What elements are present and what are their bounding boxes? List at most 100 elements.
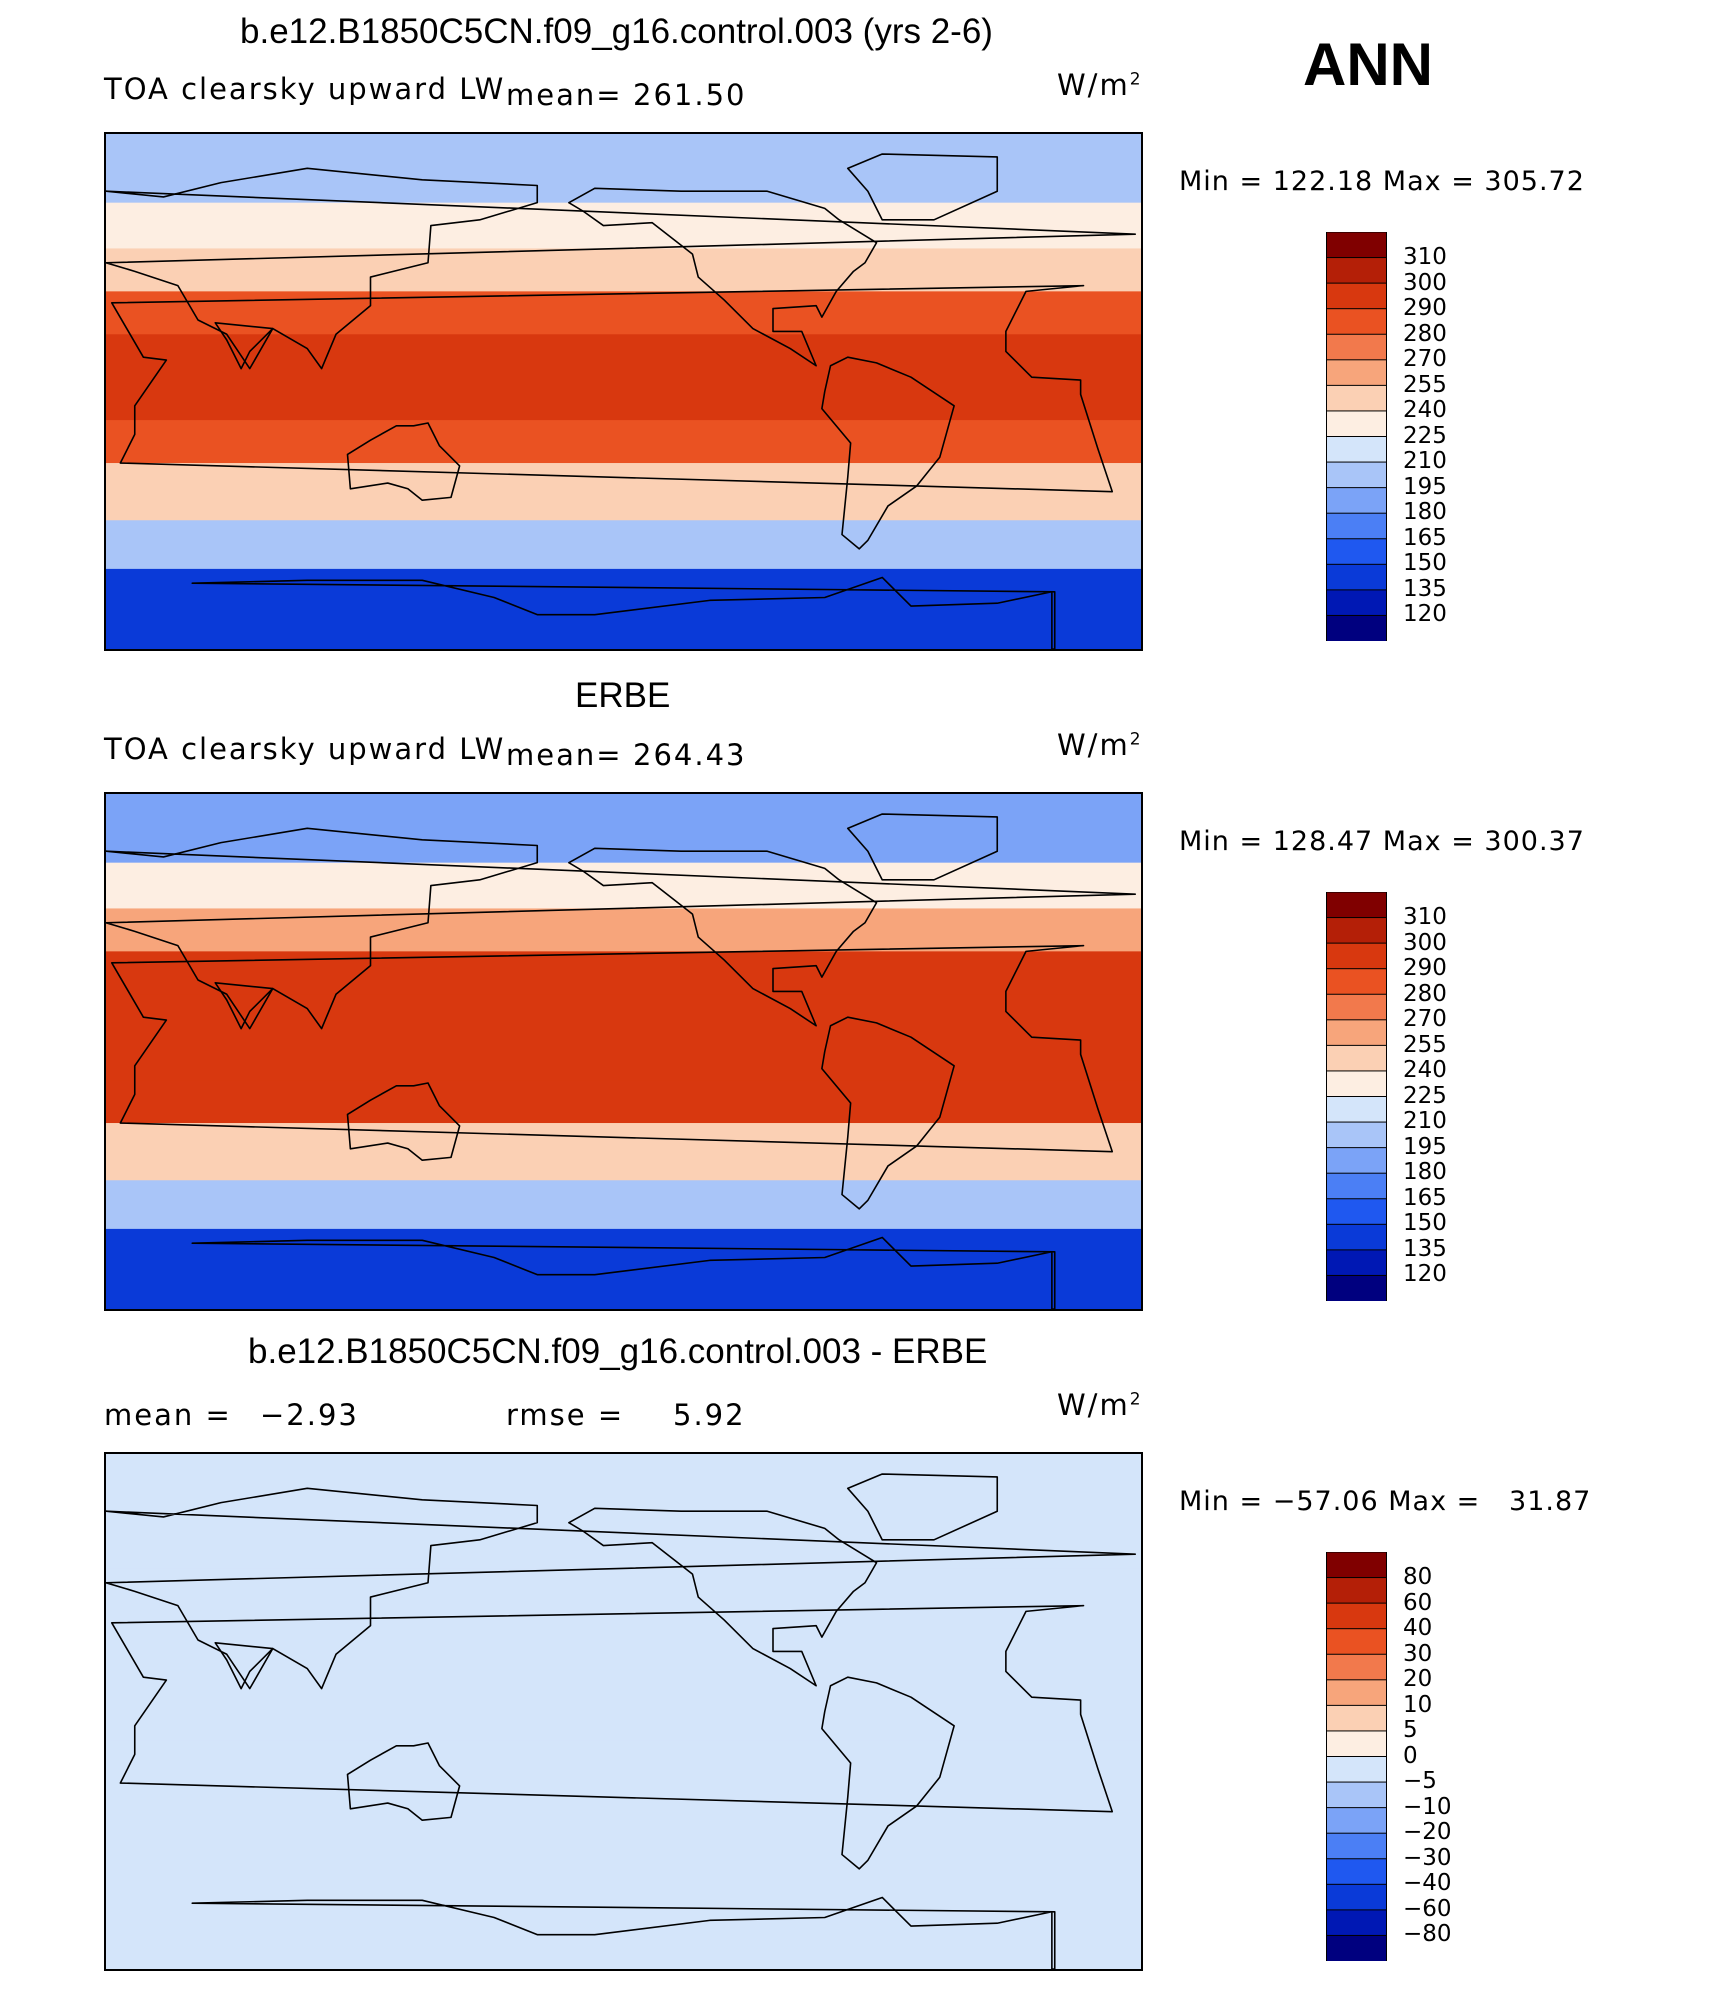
colorbar-swatch xyxy=(1326,1807,1387,1835)
map-svg xyxy=(106,1454,1141,1969)
colorbar-swatch xyxy=(1326,1858,1387,1886)
season-label: ANN xyxy=(1303,31,1433,98)
colorbar-swatch xyxy=(1326,436,1387,464)
coastline-greenland xyxy=(846,153,999,221)
coastline-india xyxy=(214,1642,274,1690)
panel-3-max-value: 31.87 xyxy=(1509,1486,1592,1517)
colorbar-swatch xyxy=(1326,232,1387,259)
coastline-greenland xyxy=(846,813,999,881)
panel-2-title: ERBE xyxy=(575,676,671,715)
panel-1-variable-label: TOA clearsky upward LW xyxy=(104,72,506,106)
panel-1-min-label: Min xyxy=(1179,166,1230,197)
colorbar-swatch xyxy=(1326,563,1387,591)
panel-1-max-label: Max xyxy=(1382,166,1442,197)
colorbar-tick-label: 290 xyxy=(1403,955,1447,981)
panel-2-min-value: 128.47 xyxy=(1272,826,1374,857)
zonal-band-polar-north xyxy=(106,134,1141,204)
coastline-antarctica xyxy=(191,576,1056,649)
coastline-greenland xyxy=(846,1473,999,1541)
panel-3-units: W/m2 xyxy=(1057,1388,1143,1422)
zonal-band-subtropics-south xyxy=(106,420,1141,465)
colorbar-swatch xyxy=(1326,1070,1387,1098)
zonal-band-polar-north xyxy=(106,794,1141,864)
zonal-band-subtropics-south xyxy=(106,1740,1141,1785)
panel-3-min-value: −57.06 xyxy=(1272,1486,1379,1517)
panel-3-map xyxy=(104,1452,1143,1971)
colorbar-tick-label: 120 xyxy=(1403,1261,1447,1287)
colorbar-tick-label: 135 xyxy=(1403,575,1447,602)
colorbar-tick-label: −10 xyxy=(1403,1793,1452,1820)
panel-3-min-label: Min xyxy=(1179,1486,1230,1517)
zonal-band-mid-south xyxy=(106,1123,1141,1182)
colorbar-swatch xyxy=(1326,1602,1387,1630)
zonal-band-subtropics-south xyxy=(106,1080,1141,1125)
colorbar-swatch xyxy=(1326,1704,1387,1732)
colorbar-tick-label: 310 xyxy=(1403,904,1447,930)
colorbar-swatch xyxy=(1326,1198,1387,1226)
colorbar-tick-label: 240 xyxy=(1403,1057,1447,1083)
colorbar-swatch xyxy=(1326,917,1387,945)
colorbar-swatch xyxy=(1326,333,1387,361)
coastline-samerica xyxy=(821,1016,955,1210)
colorbar-tick-label: 180 xyxy=(1403,1159,1447,1185)
colorbar-swatch xyxy=(1326,1577,1387,1605)
colorbar-swatch xyxy=(1326,1883,1387,1911)
colorbar-tick-label: 270 xyxy=(1403,346,1447,372)
panel-1-units: W/m2 xyxy=(1057,68,1143,102)
zonal-band-high-north xyxy=(106,862,1141,910)
coastline-africa xyxy=(110,284,1114,493)
colorbar-tick-label: 120 xyxy=(1403,601,1447,627)
coastline-namerica xyxy=(568,1507,878,1687)
colorbar-swatch xyxy=(1326,1628,1387,1656)
panel-3-minmax: Min = −57.06 Max = 31.87 xyxy=(1179,1486,1592,1517)
zonal-band-antarctica xyxy=(106,568,1141,649)
colorbar-swatch xyxy=(1326,410,1387,438)
colorbar-tick-label: 270 xyxy=(1403,1006,1447,1032)
colorbar-tick-label: 310 xyxy=(1403,244,1447,270)
zonal-band-antarctica xyxy=(106,1228,1141,1309)
zonal-band-mid-south xyxy=(106,1783,1141,1842)
colorbar-swatch xyxy=(1326,308,1387,336)
coastline-namerica xyxy=(568,187,878,367)
colorbar-swatch xyxy=(1326,1096,1387,1124)
colorbar-tick-label: 30 xyxy=(1403,1640,1433,1667)
colorbar-tick-label: 40 xyxy=(1403,1615,1433,1641)
panel-3-rmse-label: rmse = xyxy=(506,1398,625,1432)
panel-1-minmax: Min = 122.18 Max = 305.72 xyxy=(1179,166,1585,197)
panel-2-variable-label: TOA clearsky upward LW xyxy=(104,732,506,766)
zonal-band-tropics xyxy=(106,1654,1141,1742)
colorbar-tick-label: −20 xyxy=(1403,1819,1452,1845)
panel-3-mean-label: mean = xyxy=(104,1398,232,1432)
colorbar-swatch xyxy=(1326,487,1387,515)
colorbar-tick-label: 225 xyxy=(1403,1082,1447,1109)
colorbar-swatch xyxy=(1326,257,1387,285)
panel-2-minmax: Min = 128.47 Max = 300.37 xyxy=(1179,826,1585,857)
colorbar-swatch xyxy=(1326,1730,1387,1758)
colorbar-tick-label: 80 xyxy=(1403,1564,1433,1590)
colorbar-tick-label: −30 xyxy=(1403,1844,1452,1871)
colorbar-svg xyxy=(1326,892,1387,1301)
coastline-africa xyxy=(110,1604,1114,1813)
zonal-band-tropics xyxy=(106,334,1141,422)
coastline-antarctica xyxy=(191,1896,1056,1969)
colorbar-tick-label: 195 xyxy=(1403,473,1447,500)
panel-2-map xyxy=(104,792,1143,1311)
zonal-band-subtropics-north xyxy=(106,291,1141,336)
colorbar-swatch xyxy=(1326,968,1387,996)
colorbar-swatch xyxy=(1326,1172,1387,1200)
colorbar-swatch xyxy=(1326,1909,1387,1937)
panel-1-mean-value: 261.50 xyxy=(633,78,747,112)
colorbar-swatch xyxy=(1326,993,1387,1021)
panel-1-title: b.e12.B1850C5CN.f09_g16.control.003 (yrs… xyxy=(240,12,993,51)
colorbar-tick-label: 150 xyxy=(1403,1210,1447,1236)
zonal-band-mid-north xyxy=(106,248,1141,293)
colorbar-swatch xyxy=(1326,538,1387,566)
panel-3-mean-value: −2.93 xyxy=(260,1398,359,1432)
colorbar-swatch xyxy=(1326,1679,1387,1707)
colorbar-swatch xyxy=(1326,1223,1387,1251)
colorbar-tick-label: 240 xyxy=(1403,397,1447,423)
colorbar-swatch xyxy=(1326,512,1387,540)
colorbar-svg xyxy=(1326,232,1387,641)
coastline-australia xyxy=(346,1742,461,1822)
zonal-band-mid-south xyxy=(106,463,1141,522)
